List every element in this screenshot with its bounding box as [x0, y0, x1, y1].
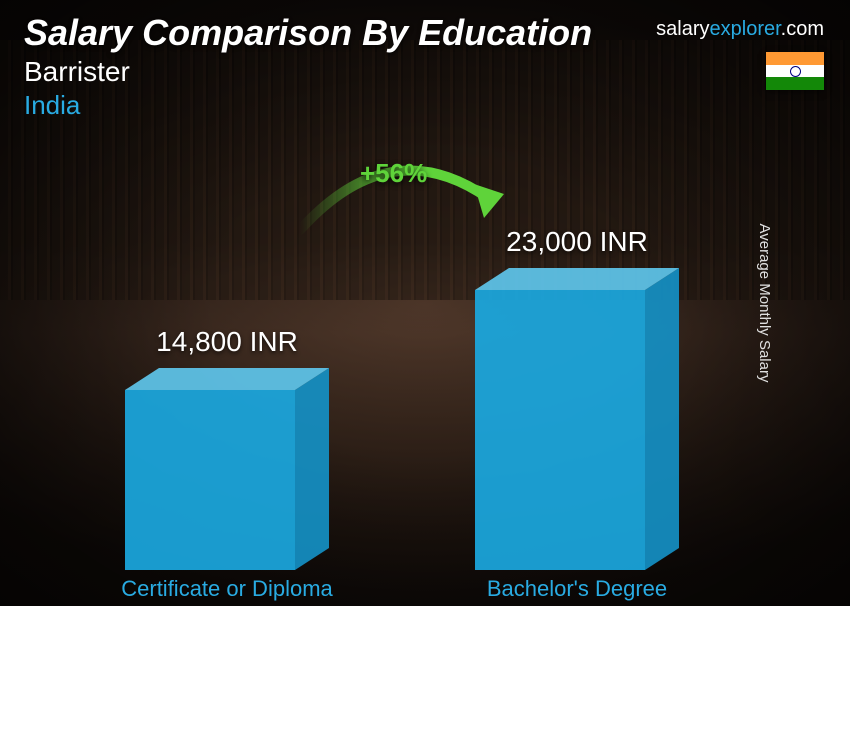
brand-accent: explorer	[710, 18, 781, 40]
bar-label: Bachelor's Degree	[487, 576, 667, 602]
flag-stripe-top	[766, 52, 824, 65]
subtitle-country: India	[24, 90, 826, 121]
country-flag-icon	[766, 52, 824, 90]
bar-front	[475, 290, 645, 570]
bar-value: 23,000 INR	[506, 226, 648, 258]
bar-side	[645, 268, 679, 570]
subtitle-occupation: Barrister	[24, 56, 826, 88]
bar-group: 14,800 INRCertificate or Diploma	[125, 368, 329, 570]
delta-percentage: +56%	[360, 158, 427, 189]
bar-top	[125, 368, 329, 390]
flag-chakra-icon	[790, 66, 801, 77]
brand-logo: salaryexplorer.com	[656, 18, 824, 41]
bar-chart: +56% 14,800 INRCertificate or Diploma23,…	[0, 140, 810, 606]
bar-top	[475, 268, 679, 290]
brand-prefix: salary	[656, 18, 709, 40]
brand-suffix: .com	[781, 18, 824, 40]
bar-label: Certificate or Diploma	[121, 576, 333, 602]
bar-front	[125, 390, 295, 570]
bar-value: 14,800 INR	[156, 326, 298, 358]
flag-stripe-bot	[766, 77, 824, 90]
bar-side	[295, 368, 329, 570]
bar-group: 23,000 INRBachelor's Degree	[475, 268, 679, 570]
flag-stripe-mid	[766, 65, 824, 78]
